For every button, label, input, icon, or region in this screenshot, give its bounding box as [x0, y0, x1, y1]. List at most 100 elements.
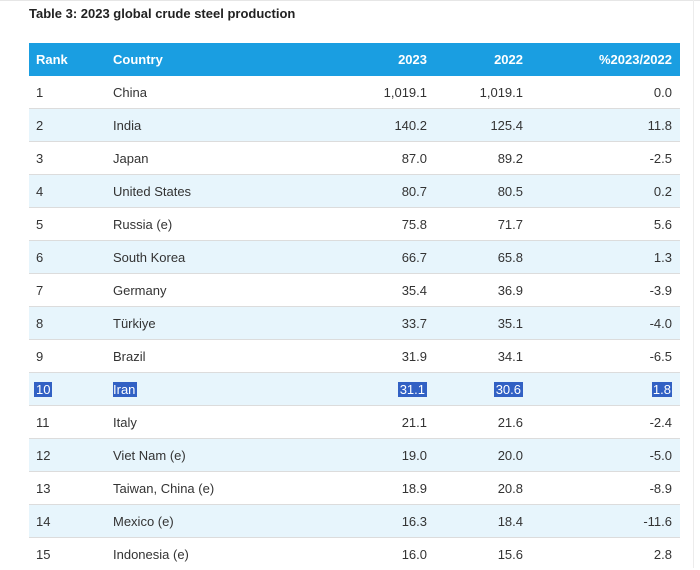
change-pct-cell: 1.3 [530, 241, 680, 274]
country-cell-value: China [106, 85, 147, 100]
production-2022-cell-value: 30.6 [494, 382, 523, 397]
rank-cell: 6 [29, 241, 106, 274]
production-2022-cell-value: 20.8 [498, 481, 530, 496]
country-cell: Taiwan, China (e) [106, 472, 304, 505]
rank-cell-value: 1 [29, 85, 43, 100]
change-pct-cell: 1.8 [530, 373, 680, 406]
change-pct-cell-value: 1.3 [654, 250, 680, 265]
country-cell: United States [106, 175, 304, 208]
change-pct-cell-value: -2.5 [650, 151, 680, 166]
country-cell: Russia (e) [106, 208, 304, 241]
change-pct-cell-value: -6.5 [650, 349, 680, 364]
change-pct-cell: -8.9 [530, 472, 680, 505]
country-cell-value: Italy [106, 415, 137, 430]
production-2023-cell: 21.1 [304, 406, 434, 439]
country-cell-value: Mexico (e) [106, 514, 174, 529]
production-2023-cell-value: 19.0 [402, 448, 434, 463]
production-2022-cell: 80.5 [434, 175, 530, 208]
column-header-country[interactable]: Country [106, 43, 304, 76]
production-2022-cell-value: 20.0 [498, 448, 530, 463]
change-pct-cell: -4.0 [530, 307, 680, 340]
change-pct-cell: -2.5 [530, 142, 680, 175]
top-divider [0, 0, 700, 1]
rank-cell: 9 [29, 340, 106, 373]
country-cell: South Korea [106, 241, 304, 274]
production-2022-cell-value: 89.2 [498, 151, 530, 166]
production-2023-cell: 35.4 [304, 274, 434, 307]
country-cell: Indonesia (e) [106, 538, 304, 570]
production-2023-cell: 31.9 [304, 340, 434, 373]
rank-cell-value: 15 [29, 547, 50, 562]
production-2022-cell: 71.7 [434, 208, 530, 241]
rank-cell: 13 [29, 472, 106, 505]
production-2023-cell-value: 80.7 [402, 184, 434, 199]
change-pct-cell: 0.2 [530, 175, 680, 208]
rank-cell: 3 [29, 142, 106, 175]
production-2022-cell-value: 21.6 [498, 415, 530, 430]
table-row[interactable]: 1 China 1,019.1 1,019.1 0.0 [29, 76, 680, 109]
production-2023-cell: 87.0 [304, 142, 434, 175]
production-2022-cell-value: 1,019.1 [480, 85, 530, 100]
rank-cell-value: 9 [29, 349, 43, 364]
country-cell-value: Türkiye [106, 316, 156, 331]
production-2023-cell-value: 35.4 [402, 283, 434, 298]
table-title: Table 3: 2023 global crude steel product… [29, 6, 295, 21]
production-2022-cell-value: 125.4 [490, 118, 530, 133]
change-pct-cell: -6.5 [530, 340, 680, 373]
column-header-2023[interactable]: 2023 [304, 43, 434, 76]
country-cell-value: South Korea [106, 250, 185, 265]
rank-cell: 4 [29, 175, 106, 208]
change-pct-cell-value: 0.0 [654, 85, 680, 100]
change-pct-cell-value: 2.8 [654, 547, 680, 562]
country-cell: China [106, 76, 304, 109]
production-2023-cell: 31.1 [304, 373, 434, 406]
production-2023-cell-value: 33.7 [402, 316, 434, 331]
country-cell: Türkiye [106, 307, 304, 340]
rank-cell-value: 4 [29, 184, 43, 199]
production-2023-cell: 80.7 [304, 175, 434, 208]
column-header-change-pct[interactable]: %2023/2022 [530, 43, 680, 76]
country-cell-value: United States [106, 184, 191, 199]
column-header-rank[interactable]: Rank [29, 43, 106, 76]
rank-cell: 7 [29, 274, 106, 307]
production-2022-cell: 125.4 [434, 109, 530, 142]
column-header-2022[interactable]: 2022 [434, 43, 530, 76]
rank-cell: 2 [29, 109, 106, 142]
rank-cell-value: 13 [29, 481, 50, 496]
country-cell-value: India [106, 118, 141, 133]
rank-cell: 15 [29, 538, 106, 570]
column-header-change-pct-label: %2023/2022 [599, 52, 680, 67]
change-pct-cell-value: -11.6 [643, 514, 680, 529]
rank-cell: 1 [29, 76, 106, 109]
production-2022-cell: 34.1 [434, 340, 530, 373]
change-pct-cell: 5.6 [530, 208, 680, 241]
production-2022-cell: 89.2 [434, 142, 530, 175]
change-pct-cell-value: -5.0 [650, 448, 680, 463]
production-2023-cell-value: 66.7 [402, 250, 434, 265]
change-pct-cell: -11.6 [530, 505, 680, 538]
production-2022-cell: 1,019.1 [434, 76, 530, 109]
right-divider [693, 0, 694, 568]
country-cell: Brazil [106, 340, 304, 373]
production-2023-cell: 1,019.1 [304, 76, 434, 109]
production-2023-cell-value: 16.3 [402, 514, 434, 529]
change-pct-cell: 11.8 [530, 109, 680, 142]
country-cell: Iran [106, 373, 304, 406]
column-header-country-label: Country [106, 52, 163, 67]
production-2022-cell: 30.6 [434, 373, 530, 406]
